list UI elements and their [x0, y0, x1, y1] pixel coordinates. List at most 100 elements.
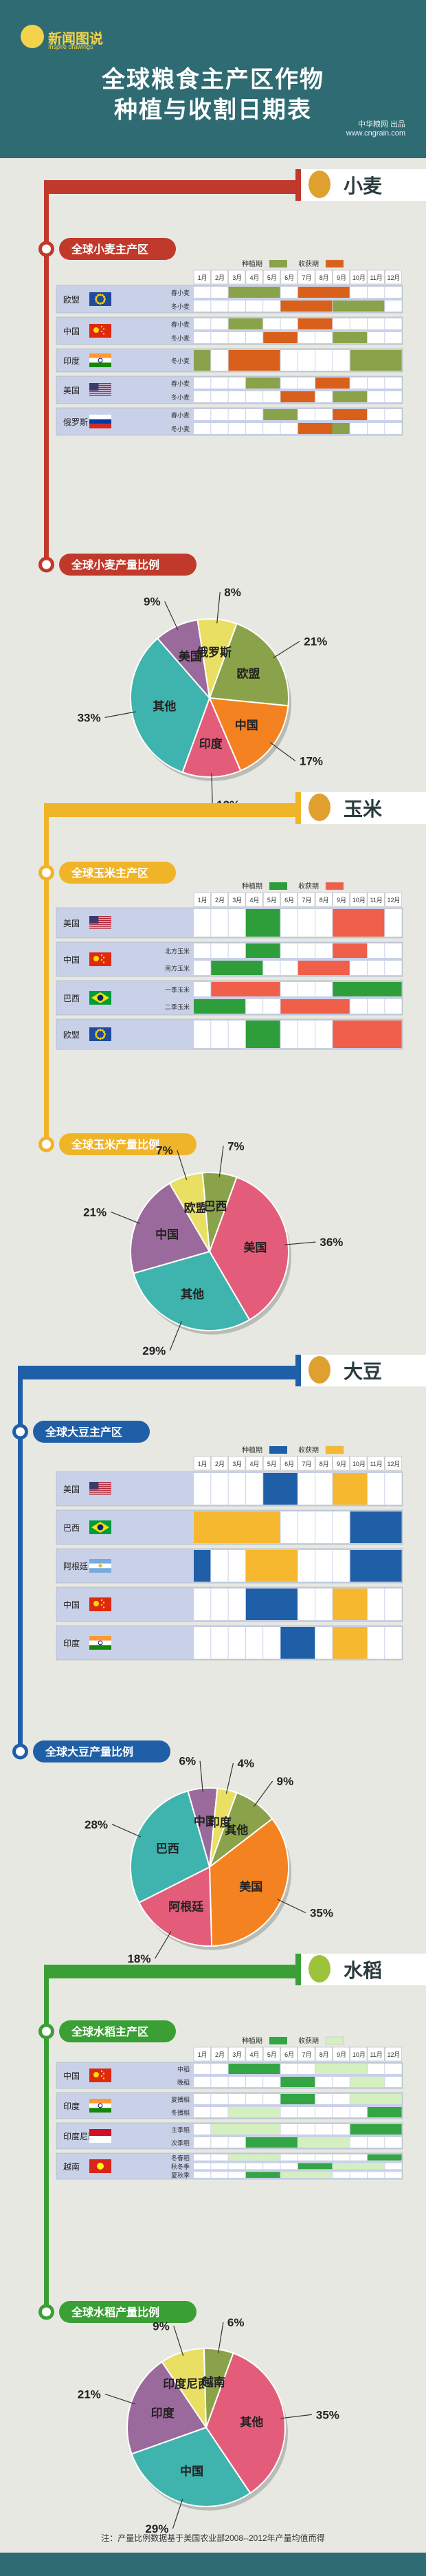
corn-share-label: 全球玉米产量比例	[71, 1138, 159, 1151]
wheat-month-slot	[368, 318, 385, 329]
rice-month-cell	[245, 2046, 263, 2062]
corn-pie-pct: 21%	[83, 1205, 106, 1219]
wheat-crop-icon	[309, 171, 330, 198]
wheat-month-cell	[350, 270, 368, 285]
in-flag-white	[89, 1640, 111, 1646]
wheat-month-slot	[333, 350, 350, 371]
id-flag-red	[89, 2129, 111, 2136]
corn-sub-label: 二季玉米	[165, 1003, 190, 1011]
wheat-month-slot	[228, 391, 245, 402]
eu-flag-star	[99, 302, 102, 305]
eu-flag-star	[97, 1029, 100, 1032]
wheat-month-slot	[194, 318, 211, 329]
corn-month-cell	[385, 892, 402, 907]
rice-month-label: 8月	[320, 2051, 329, 2058]
wheat-sub-label: 春小麦	[171, 320, 190, 328]
rice-legend-harvest-label: 收获期	[298, 2036, 319, 2045]
rice-month-cell	[315, 2046, 333, 2062]
wheat-month-label: 1月	[198, 274, 208, 281]
wheat-month-label: 4月	[250, 274, 260, 281]
wheat-month-slot	[194, 378, 211, 389]
corn-pie-leader	[169, 1321, 182, 1351]
wheat-month-label: 2月	[215, 274, 225, 281]
wheat-plant-bar	[194, 350, 211, 371]
rice-month-cell	[298, 2046, 315, 2062]
rice-crop-icon	[309, 1955, 330, 1983]
corn-plant-bar	[245, 909, 280, 937]
eu-flag-star	[97, 294, 100, 297]
soy-month-cell	[315, 1456, 333, 1471]
soy-pie-label: 阿根廷	[168, 1899, 204, 1913]
rice-month-slot	[228, 2163, 245, 2170]
wheat-pie-pct: 8%	[224, 586, 241, 599]
rice-legend-harvest-swatch	[325, 2036, 344, 2045]
cn-flag-small-star	[100, 2070, 103, 2073]
wheat-month-slot	[385, 378, 402, 389]
soy-pie-pct: 4%	[237, 1757, 254, 1770]
wheat-harvest-bar	[315, 378, 350, 389]
soy-legend-plant-label: 种植期	[242, 1445, 262, 1454]
rice-month-slot	[298, 2124, 315, 2135]
corn-month-slot	[280, 961, 298, 975]
wheat-pie-pct: 21%	[304, 635, 327, 648]
rice-month-slot	[298, 2154, 315, 2161]
rice-month-label: 7月	[302, 2051, 311, 2058]
wheat-month-slot	[298, 409, 315, 420]
eu-flag-star	[101, 301, 104, 305]
soy-month-slot	[298, 1589, 315, 1620]
wheat-month-slot	[194, 409, 211, 420]
corn-country-name: 中国	[63, 954, 80, 965]
wheat-month-cell	[280, 270, 298, 285]
wheat-pie-leader	[104, 711, 136, 718]
corn-regions-label: 全球玉米主产区	[71, 866, 148, 880]
wheat-share-pill	[59, 554, 197, 576]
soy-pie-leader	[154, 1931, 172, 1959]
wheat-month-cell	[298, 270, 315, 285]
wheat-country-name: 中国	[63, 326, 80, 336]
rice-plant-bar	[228, 2064, 280, 2074]
soy-month-slot	[315, 1627, 333, 1659]
rice-share-pill	[59, 2301, 197, 2323]
corn-legend-plant-label: 种植期	[242, 882, 262, 891]
soy-month-slot	[228, 1589, 245, 1620]
soy-harvest-bar	[333, 1589, 367, 1620]
corn-pie-pct: 29%	[142, 1344, 166, 1357]
corn-month-slot	[368, 961, 385, 975]
rice-month-slot	[228, 2077, 245, 2087]
wheat-plant-bar	[228, 318, 263, 329]
corn-month-label: 1月	[198, 897, 208, 904]
corn-pie-pct: 7%	[227, 1139, 245, 1153]
wheat-month-slot	[194, 391, 211, 402]
wheat-plant-bar	[333, 391, 367, 402]
wheat-month-slot	[263, 301, 280, 312]
soy-month-slot	[333, 1511, 350, 1543]
soy-plant-bar	[194, 1550, 211, 1582]
rice-month-cell	[193, 2046, 211, 2062]
wheat-country-name: 美国	[63, 386, 80, 395]
us-flag-stripe	[89, 386, 111, 389]
in-flag-white	[89, 358, 111, 363]
wheat-pie-pct: 33%	[78, 711, 101, 724]
corn-month-slot	[194, 1020, 211, 1048]
cn-flag-small-star	[102, 1602, 105, 1604]
soy-pie-leader	[111, 1824, 142, 1837]
eu-flag-star	[102, 296, 106, 298]
rice-month-cell	[211, 2046, 228, 2062]
rice-month-label: 10月	[352, 2051, 366, 2058]
soy-month-slot	[211, 1550, 228, 1582]
ar-flag-sun	[98, 1564, 102, 1568]
soy-month-slot	[228, 1550, 245, 1582]
wheat-month-slot	[368, 391, 385, 402]
soy-crop-title: 大豆	[344, 1361, 382, 1382]
corn-month-slot	[298, 1020, 315, 1048]
rice-plant-bar	[368, 2154, 402, 2161]
rice-month-slot	[194, 2163, 211, 2170]
cn-flag-small-star	[100, 1604, 103, 1606]
rice-plant-bar	[245, 2172, 280, 2178]
wheat-month-slot	[368, 287, 385, 298]
rice-month-slot	[350, 2137, 367, 2148]
soy-month-cell	[193, 1456, 211, 1471]
soy-month-slot	[315, 1550, 333, 1582]
soy-harvest-bar	[245, 1550, 298, 1582]
